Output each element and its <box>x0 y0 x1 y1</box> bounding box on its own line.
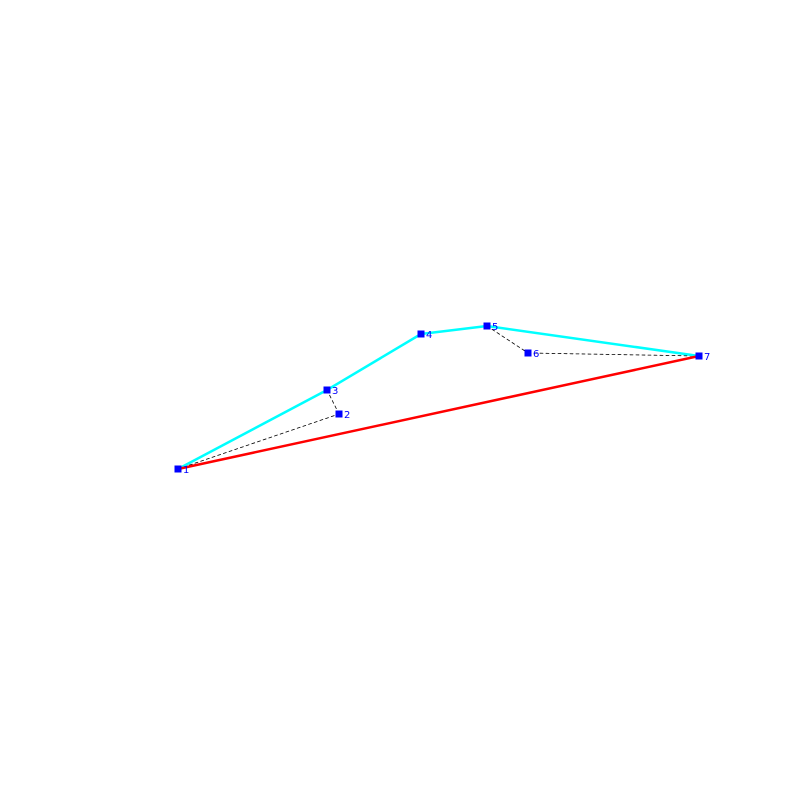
point-7-label: 7 <box>704 352 710 363</box>
polygon-edge-6-7 <box>527 352 700 357</box>
polygon-edge-2-3 <box>326 389 340 415</box>
lower-hull-edge-1-7 <box>176 354 701 471</box>
point-4-marker <box>417 330 425 338</box>
point-6-marker <box>524 349 532 357</box>
point-2-marker <box>335 410 343 418</box>
point-5-label: 5 <box>492 322 498 333</box>
point-4-label: 4 <box>426 330 432 341</box>
upper-hull-edge-3-4 <box>325 332 423 392</box>
point-labels: 1 2 3 4 5 6 7 <box>183 322 710 476</box>
upper-hull-edge-5-7 <box>485 324 701 358</box>
polygon-edge-1-2 <box>177 413 340 470</box>
point-3-marker <box>323 386 331 394</box>
point-3-label: 3 <box>332 386 338 397</box>
point-1-label: 1 <box>183 465 189 476</box>
upper-hull-edge-4-5 <box>419 324 489 336</box>
point-1-marker <box>174 465 182 473</box>
point-2-label: 2 <box>344 410 350 421</box>
polygon-edges <box>177 325 700 470</box>
upper-hull <box>176 324 701 471</box>
point-6-label: 6 <box>533 349 539 360</box>
lower-hull <box>176 354 701 471</box>
point-5-marker <box>483 322 491 330</box>
upper-hull-edge-1-3 <box>176 388 329 471</box>
points <box>174 322 703 473</box>
polygon-edge-5-6 <box>486 325 529 354</box>
point-7-marker <box>695 352 703 360</box>
